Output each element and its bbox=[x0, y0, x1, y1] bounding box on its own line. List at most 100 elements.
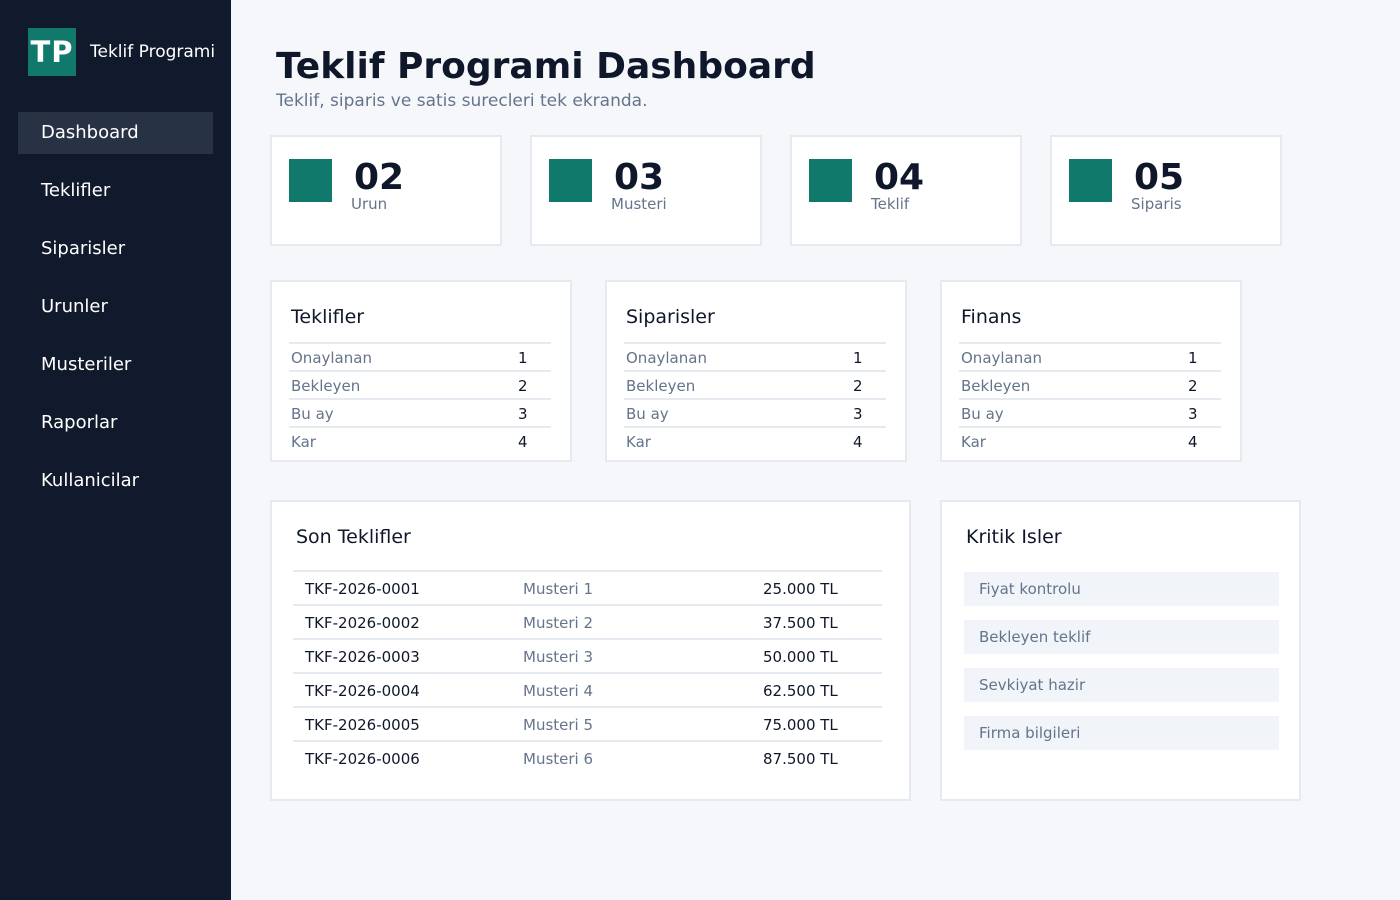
panel-row: Onaylanan 1 bbox=[624, 344, 886, 372]
panel-row-value: 3 bbox=[853, 405, 863, 423]
sidebar-item-urunler[interactable]: Urunler bbox=[41, 296, 108, 317]
stat-value: 05 bbox=[1134, 157, 1185, 198]
quote-code: TKF-2026-0004 bbox=[305, 682, 420, 700]
panel-row-label: Kar bbox=[961, 433, 986, 451]
quote-amount: 50.000 TL bbox=[763, 648, 838, 666]
panel-row: Bu ay 3 bbox=[959, 400, 1221, 428]
panel-row: Kar 4 bbox=[289, 428, 551, 456]
quote-customer: Musteri 6 bbox=[523, 750, 594, 768]
panel-row-value: 3 bbox=[1188, 405, 1198, 423]
sidebar-item-musteriler[interactable]: Musteriler bbox=[41, 354, 132, 375]
quote-amount: 37.500 TL bbox=[763, 614, 838, 632]
panel-rows: Onaylanan 1 Bekleyen 2 Bu ay 3 Kar 4 bbox=[624, 342, 886, 456]
quote-code: TKF-2026-0005 bbox=[305, 716, 420, 734]
panel-row: Bekleyen 2 bbox=[624, 372, 886, 400]
stat-label: Urun bbox=[351, 195, 388, 213]
stat-card-musteri: 03 Musteri bbox=[530, 135, 762, 246]
panel-row: Onaylanan 1 bbox=[289, 344, 551, 372]
panel-row: Bu ay 3 bbox=[624, 400, 886, 428]
table-row[interactable]: TKF-2026-0003 Musteri 3 50.000 TL bbox=[293, 640, 882, 674]
panel-row-value: 2 bbox=[518, 377, 528, 395]
panel-row-label: Bu ay bbox=[961, 405, 1004, 423]
panel-row-value: 1 bbox=[853, 349, 863, 367]
panel-row: Kar 4 bbox=[959, 428, 1221, 456]
brand-logo: TP bbox=[28, 28, 76, 76]
quote-amount: 25.000 TL bbox=[763, 580, 838, 598]
sidebar-nav: Dashboard Teklifler Siparisler Urunler M… bbox=[18, 112, 213, 518]
list-item[interactable]: Sevkiyat hazir bbox=[964, 668, 1279, 702]
stat-label: Siparis bbox=[1131, 195, 1182, 213]
panel-finans: Finans Onaylanan 1 Bekleyen 2 Bu ay 3 Ka… bbox=[940, 280, 1242, 462]
stat-label: Musteri bbox=[611, 195, 667, 213]
stat-value: 04 bbox=[874, 157, 925, 198]
stat-icon bbox=[1069, 159, 1112, 202]
quote-customer: Musteri 2 bbox=[523, 614, 594, 632]
quote-customer: Musteri 1 bbox=[523, 580, 594, 598]
list-item[interactable]: Bekleyen teklif bbox=[964, 620, 1279, 654]
stat-icon bbox=[289, 159, 332, 202]
quote-code: TKF-2026-0001 bbox=[305, 580, 420, 598]
sidebar: TP Teklif Programi Dashboard Teklifler S… bbox=[0, 0, 231, 900]
panel-row: Onaylanan 1 bbox=[959, 344, 1221, 372]
stat-card-siparis: 05 Siparis bbox=[1050, 135, 1282, 246]
stat-icon bbox=[549, 159, 592, 202]
brand-name: Teklif Programi bbox=[90, 42, 216, 62]
panel-row-label: Kar bbox=[626, 433, 651, 451]
quote-code: TKF-2026-0006 bbox=[305, 750, 420, 768]
stat-value: 02 bbox=[354, 157, 405, 198]
page-subtitle: Teklif, siparis ve satis surecleri tek e… bbox=[276, 91, 648, 111]
panel-row-label: Bu ay bbox=[291, 405, 334, 423]
quote-code: TKF-2026-0003 bbox=[305, 648, 420, 666]
panel-title: Teklifler bbox=[291, 306, 365, 328]
recent-quotes-card: Son Teklifler TKF-2026-0001 Musteri 1 25… bbox=[270, 500, 911, 801]
panel-row-label: Bekleyen bbox=[626, 377, 696, 395]
panel-row-value: 4 bbox=[853, 433, 863, 451]
panel-row-value: 3 bbox=[518, 405, 528, 423]
panel-row: Bekleyen 2 bbox=[959, 372, 1221, 400]
quote-amount: 75.000 TL bbox=[763, 716, 838, 734]
recent-quotes-title: Son Teklifler bbox=[296, 526, 411, 548]
panel-siparisler: Siparisler Onaylanan 1 Bekleyen 2 Bu ay … bbox=[605, 280, 907, 462]
sidebar-item-siparisler[interactable]: Siparisler bbox=[41, 238, 126, 259]
table-row[interactable]: TKF-2026-0001 Musteri 1 25.000 TL bbox=[293, 572, 882, 606]
panel-row-label: Bekleyen bbox=[961, 377, 1031, 395]
table-row[interactable]: TKF-2026-0002 Musteri 2 37.500 TL bbox=[293, 606, 882, 640]
sidebar-item-dashboard[interactable]: Dashboard bbox=[18, 112, 213, 154]
critical-tasks-title: Kritik Isler bbox=[966, 526, 1062, 548]
panel-row-label: Onaylanan bbox=[626, 349, 707, 367]
panel-row-value: 4 bbox=[1188, 433, 1198, 451]
table-row[interactable]: TKF-2026-0005 Musteri 5 75.000 TL bbox=[293, 708, 882, 742]
panel-row-label: Onaylanan bbox=[961, 349, 1042, 367]
panel-rows: Onaylanan 1 Bekleyen 2 Bu ay 3 Kar 4 bbox=[959, 342, 1221, 456]
quote-customer: Musteri 5 bbox=[523, 716, 594, 734]
critical-tasks-list: Fiyat kontrolu Bekleyen teklif Sevkiyat … bbox=[964, 572, 1279, 764]
panel-row: Bu ay 3 bbox=[289, 400, 551, 428]
stat-value: 03 bbox=[614, 157, 665, 198]
panel-title: Siparisler bbox=[626, 306, 715, 328]
quote-code: TKF-2026-0002 bbox=[305, 614, 420, 632]
sidebar-item-teklifler[interactable]: Teklifler bbox=[41, 180, 111, 201]
sidebar-item-kullanicilar[interactable]: Kullanicilar bbox=[41, 470, 140, 491]
stat-card-urun: 02 Urun bbox=[270, 135, 502, 246]
panel-rows: Onaylanan 1 Bekleyen 2 Bu ay 3 Kar 4 bbox=[289, 342, 551, 456]
quote-customer: Musteri 3 bbox=[523, 648, 594, 666]
panel-row-value: 1 bbox=[1188, 349, 1198, 367]
panel-row: Kar 4 bbox=[624, 428, 886, 456]
panel-row-label: Bekleyen bbox=[291, 377, 361, 395]
recent-quotes-table: TKF-2026-0001 Musteri 1 25.000 TL TKF-20… bbox=[293, 570, 882, 776]
quote-amount: 87.500 TL bbox=[763, 750, 838, 768]
table-row[interactable]: TKF-2026-0004 Musteri 4 62.500 TL bbox=[293, 674, 882, 708]
sidebar-item-raporlar[interactable]: Raporlar bbox=[41, 412, 118, 433]
panel-row-label: Bu ay bbox=[626, 405, 669, 423]
brand[interactable]: TP Teklif Programi bbox=[28, 28, 215, 76]
stat-label: Teklif bbox=[871, 195, 910, 213]
panel-row-value: 2 bbox=[1188, 377, 1198, 395]
stat-icon bbox=[809, 159, 852, 202]
quote-customer: Musteri 4 bbox=[523, 682, 594, 700]
table-row[interactable]: TKF-2026-0006 Musteri 6 87.500 TL bbox=[293, 742, 882, 776]
list-item[interactable]: Firma bilgileri bbox=[964, 716, 1279, 750]
panel-row: Bekleyen 2 bbox=[289, 372, 551, 400]
list-item[interactable]: Fiyat kontrolu bbox=[964, 572, 1279, 606]
page-title: Teklif Programi Dashboard bbox=[276, 46, 816, 87]
panel-row-value: 4 bbox=[518, 433, 528, 451]
